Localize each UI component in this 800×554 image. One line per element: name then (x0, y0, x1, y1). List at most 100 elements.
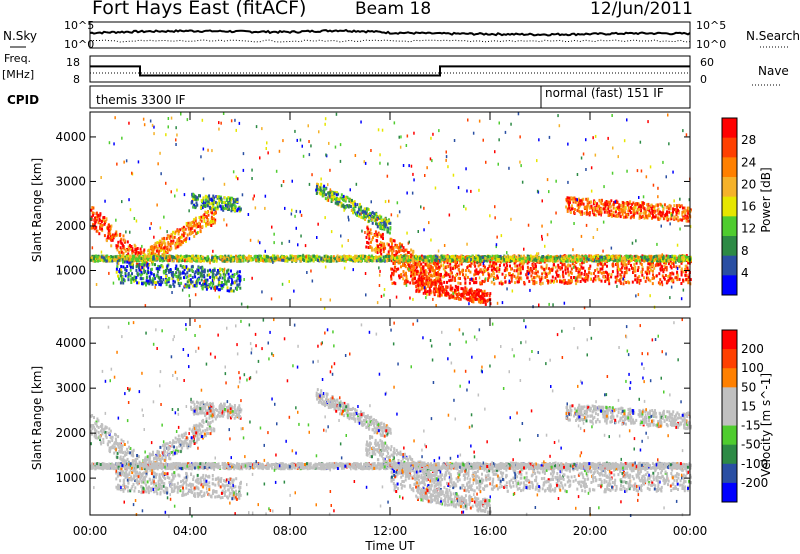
echo-cell (204, 210, 207, 214)
echo-cell (583, 211, 586, 215)
echo-cell (362, 216, 365, 220)
echo-cell (669, 207, 672, 211)
echo-cell (310, 255, 313, 259)
echo-cell (306, 257, 309, 261)
echo-cell (664, 266, 667, 269)
echo-cell (454, 291, 457, 295)
echo-cell (492, 261, 495, 265)
echo-cell (625, 266, 628, 270)
echo-cell (322, 258, 325, 262)
echo-cell (110, 244, 113, 248)
echo-cell (237, 207, 240, 211)
echo-cell (171, 236, 174, 240)
echo-cell (553, 263, 555, 267)
echo-cell (386, 242, 389, 246)
echo-cell (161, 241, 164, 245)
echo-cell (415, 266, 418, 270)
echo-cell (420, 271, 423, 275)
echo-cell (94, 226, 97, 230)
echo-cell (435, 262, 438, 266)
echo-cell (149, 258, 152, 262)
echo-cell (193, 229, 196, 233)
echo-cell (372, 256, 375, 260)
echo-cell (489, 262, 492, 266)
echo-cell (224, 206, 227, 210)
echo-cell (486, 292, 489, 295)
echo-cell (400, 244, 403, 248)
echo-cell (581, 261, 584, 265)
echo-cell (342, 205, 345, 209)
echo-cell (342, 196, 345, 200)
echo-cell (620, 210, 623, 214)
echo-cell (265, 255, 268, 259)
echo-cell (586, 275, 589, 279)
echo-cell (651, 215, 654, 219)
echo-cell (600, 202, 603, 206)
echo-cell (532, 276, 535, 280)
echo-cell (422, 282, 425, 285)
echo-cell (425, 276, 428, 280)
echo-cell (632, 201, 635, 205)
echo-cell (509, 264, 511, 268)
echo-cell (379, 224, 382, 228)
echo-cell (603, 202, 606, 206)
echo-cell (201, 225, 204, 229)
echo-cell (447, 273, 450, 277)
echo-cell (531, 271, 534, 275)
echo-cell (534, 257, 537, 261)
echo-cell (463, 296, 466, 300)
echo-cell (550, 258, 553, 262)
echo-cell (643, 207, 646, 211)
echo-cell (610, 213, 613, 216)
echo-cell (167, 241, 170, 245)
echo-cell (495, 277, 498, 280)
echo-cell (211, 198, 214, 202)
echo-cell (625, 263, 628, 267)
echo-cell (589, 256, 592, 260)
echo-cell (382, 258, 385, 262)
echo-cell (321, 192, 324, 196)
echo-cell (445, 254, 447, 258)
echo-cell (526, 276, 529, 280)
echo-cell (92, 223, 95, 227)
echo-cell (530, 274, 533, 278)
echo-cell (633, 215, 635, 219)
echo-cell (464, 277, 467, 281)
echo-cell (554, 276, 557, 280)
echo-cell (220, 198, 223, 202)
echo-cell (324, 256, 327, 260)
echo-cell (172, 255, 175, 259)
echo-cell (410, 274, 412, 278)
echo-cell (644, 211, 647, 215)
echo-cell (218, 199, 221, 203)
echo-cell (475, 280, 478, 284)
echo-cell (579, 275, 582, 279)
echo-cell (111, 259, 114, 263)
echo-cell (526, 270, 529, 273)
echo-cell (208, 194, 211, 198)
echo-cell (368, 237, 371, 241)
echo-cell (592, 206, 595, 210)
echo-cell (604, 275, 607, 279)
echo-cell (667, 259, 670, 263)
echo-cell (321, 190, 324, 194)
echo-cell (490, 264, 493, 268)
echo-cell (210, 215, 213, 219)
echo-cell (444, 269, 447, 273)
echo-cell (549, 280, 552, 284)
echo-cell (500, 256, 503, 260)
echo-cell (326, 198, 329, 202)
echo-cell (430, 261, 433, 265)
echo-cell (407, 267, 409, 271)
echo-cell (398, 274, 400, 278)
echo-cell (464, 286, 467, 290)
echo-cell (430, 278, 433, 282)
echo-cell (371, 221, 374, 225)
echo-cell (488, 294, 491, 298)
echo-cell (467, 291, 470, 295)
echo-cell (493, 282, 496, 286)
echo-cell (443, 260, 446, 264)
echo-cell (460, 262, 463, 266)
echo-cell (367, 246, 370, 249)
echo-cell (386, 226, 389, 230)
